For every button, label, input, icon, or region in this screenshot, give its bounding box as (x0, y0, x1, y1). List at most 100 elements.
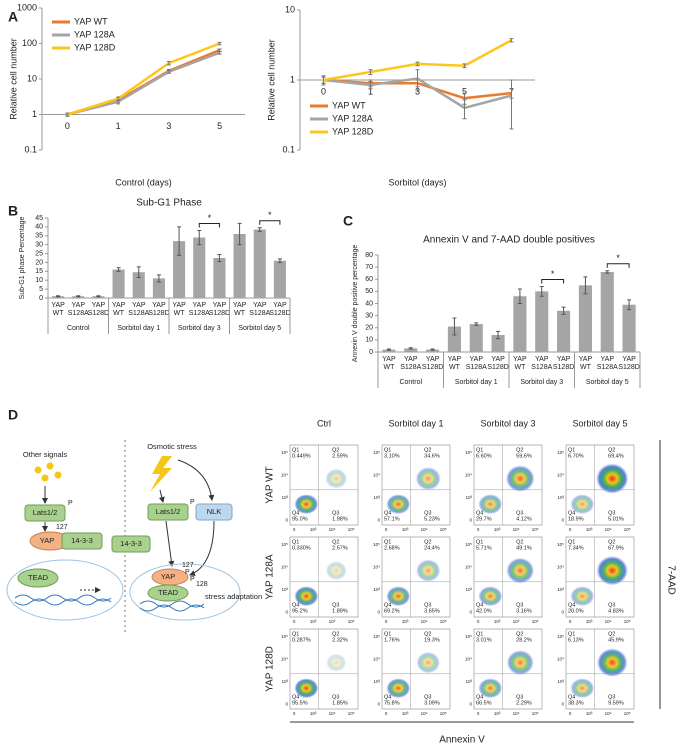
x-tick-label: 10⁴ (421, 619, 428, 624)
bar (426, 349, 440, 352)
node-label: YAP (40, 536, 54, 545)
dna (139, 604, 205, 612)
x-axis-title: Annexin V (439, 735, 485, 746)
error-bar (415, 61, 420, 67)
quadrant-value: 2.59% (332, 453, 348, 459)
x-tick-label: S128D (618, 364, 639, 371)
error-bar (96, 295, 101, 298)
y-tick-label: 10³ (373, 679, 380, 684)
quadrant-value: 3.01% (476, 637, 492, 643)
outcome-label: stress adaptation (205, 592, 262, 601)
x-tick-label: 0 (385, 527, 388, 532)
legend-label: YAP 128A (332, 113, 373, 123)
x-tick-label: WT (449, 364, 461, 371)
quadrant-name: Q2 (424, 447, 431, 453)
quadrant-name: Q4 (476, 510, 483, 516)
x-tick-label: 0 (569, 527, 572, 532)
cell-cloud (506, 557, 535, 584)
y-tick-label: 0 (39, 295, 43, 302)
bar (173, 241, 186, 298)
quadrant-name: Q4 (292, 510, 299, 516)
quadrant-value: 42.0% (476, 608, 492, 614)
y-axis-title: Sub-G1 phase Percentage (19, 216, 26, 299)
node-label: Lats1/2 (156, 507, 181, 516)
x-tick-label: YAP (470, 356, 484, 363)
x-tick-label: 10⁴ (605, 711, 612, 716)
x-tick-label: 10³ (586, 711, 593, 716)
quadrant-value: 2.68% (384, 545, 400, 551)
y-tick-label: 45 (35, 215, 43, 222)
quadrant-value: 75.8% (384, 700, 400, 706)
quadrant-name: Q3 (424, 694, 431, 700)
x-tick-label: YAP (601, 356, 615, 363)
y-tick-label: 20 (35, 259, 43, 266)
y-tick-label: 0 (285, 517, 288, 522)
group-label: Sorbitol day 3 (520, 379, 563, 386)
x-tick-label: YAP (132, 302, 146, 309)
node (147, 503, 189, 521)
quadrant-name: Q1 (292, 631, 299, 637)
cell-cloud (570, 494, 595, 515)
significance-bracket (541, 279, 565, 284)
error-bar (583, 276, 588, 295)
y-tick-label: 10⁵ (373, 450, 380, 455)
x-tick-label: 0 (477, 527, 480, 532)
x-tick-label: YAP (72, 302, 86, 309)
quadrant-name: Q3 (516, 694, 523, 700)
quadrant-name: Q4 (568, 694, 575, 700)
site-label: 127 (56, 524, 68, 531)
quadrant-value: 6.13% (568, 637, 584, 643)
y-tick-label: 10⁴ (557, 473, 564, 478)
node (61, 532, 103, 550)
bar (578, 285, 592, 352)
y-tick-label: 10⁵ (373, 542, 380, 547)
y-tick-label: 40 (365, 300, 373, 307)
x-tick-label: WT (113, 310, 125, 317)
error-bar (217, 41, 222, 46)
node-label: NLK (207, 507, 222, 516)
cell-cloud (478, 586, 503, 607)
y-tick-label: 20 (365, 325, 373, 332)
legend-label: YAP WT (332, 100, 366, 110)
quadrant-name: Q4 (476, 694, 483, 700)
y-tick-label: 5 (39, 286, 43, 293)
quadrant-name: Q2 (332, 631, 339, 637)
x-tick-label: S128A (597, 364, 618, 371)
y-tick-label: 10⁴ (281, 473, 288, 478)
column-header: Sorbitol day 3 (480, 418, 535, 428)
quadrant-value: 34.6% (424, 453, 440, 459)
quadrant-value: 49.1% (516, 545, 532, 551)
x-tick-label: 1 (116, 121, 121, 131)
y-axis-title: 7-AAD (665, 565, 676, 594)
lightning (150, 456, 172, 492)
signal-dot (41, 474, 49, 482)
column-header: Sorbitol day 5 (572, 418, 627, 428)
cell-cloud (596, 648, 628, 677)
quadrant-value: 20.0% (568, 608, 584, 614)
group-label: Sorbitol day 1 (117, 325, 160, 332)
x-tick-label: 10⁵ (440, 619, 447, 624)
cell-cloud (478, 678, 503, 699)
x-tick-label: WT (234, 310, 246, 317)
x-tick-label: S128D (269, 310, 290, 317)
y-axis-title: Annexin V double positive percentage (352, 245, 359, 363)
quadrant-value: 2.29% (516, 700, 532, 706)
x-tick-label: YAP (404, 356, 418, 363)
y-tick-label: 100 (22, 38, 37, 48)
signal-dot (54, 471, 62, 479)
quadrant-name: Q1 (476, 539, 483, 545)
dna (139, 600, 205, 608)
x-tick-label: YAP (172, 302, 186, 309)
cell-cloud (596, 463, 629, 494)
quadrant-name: Q3 (424, 510, 431, 516)
cell-cloud (415, 467, 441, 491)
error-bar (408, 347, 413, 350)
error-bar (136, 266, 141, 279)
x-tick-label: YAP (382, 356, 396, 363)
y-tick-label: 25 (35, 250, 43, 257)
y-tick-label: 10³ (465, 679, 472, 684)
y-tick-label: 60 (365, 276, 373, 283)
